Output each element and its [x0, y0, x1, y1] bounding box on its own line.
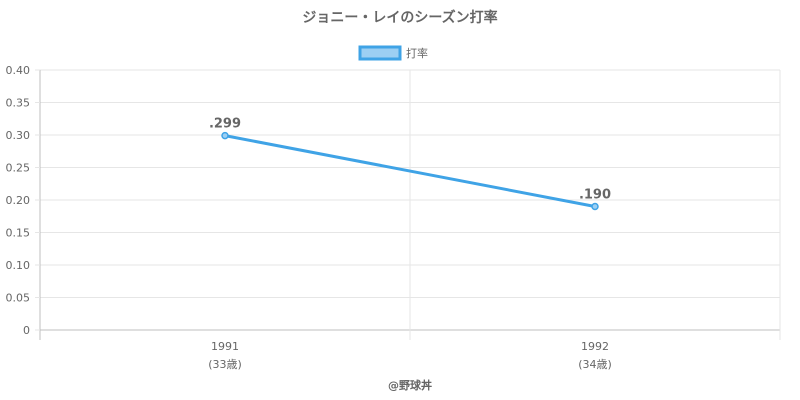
- data-point: [591, 202, 599, 211]
- data-label: .190: [579, 188, 611, 203]
- y-tick-label: 0.30: [6, 129, 31, 142]
- grid: [39, 69, 781, 340]
- legend-swatch: [358, 45, 402, 61]
- y-tick-label: 0.10: [6, 259, 31, 272]
- data-label: .299: [209, 117, 241, 132]
- y-tick-label: 0.20: [6, 194, 31, 207]
- axes: 0 0.05 0.10 0.15 0.20 0.25 0.30 0.35 0.40 1991 (33…: [6, 64, 612, 371]
- x-tick-sublabel: (33歳): [208, 358, 242, 371]
- x-tick-label: 1991: [211, 340, 239, 353]
- labels: .299 .190: [209, 117, 611, 203]
- chart-title: ジョニー・レイのシーズン打率: [302, 9, 497, 26]
- y-tick-label: 0.25: [6, 162, 31, 175]
- x-tick-label: 1992: [581, 340, 609, 353]
- series-line: [224, 134, 596, 208]
- legend-label: 打率: [406, 46, 428, 60]
- y-tick-label: 0.05: [6, 292, 31, 305]
- y-tick-label: 0.35: [6, 97, 31, 110]
- x-tick-sublabel: (34歳): [578, 358, 612, 371]
- y-tick-label: 0.40: [6, 64, 31, 77]
- legend[interactable]: 打率: [358, 45, 428, 61]
- y-tick-label: 0: [23, 324, 30, 337]
- credit: @野球丼: [388, 378, 432, 392]
- y-tick-label: 0.15: [6, 227, 31, 240]
- series-layer: [221, 131, 599, 211]
- data-point: [221, 131, 229, 140]
